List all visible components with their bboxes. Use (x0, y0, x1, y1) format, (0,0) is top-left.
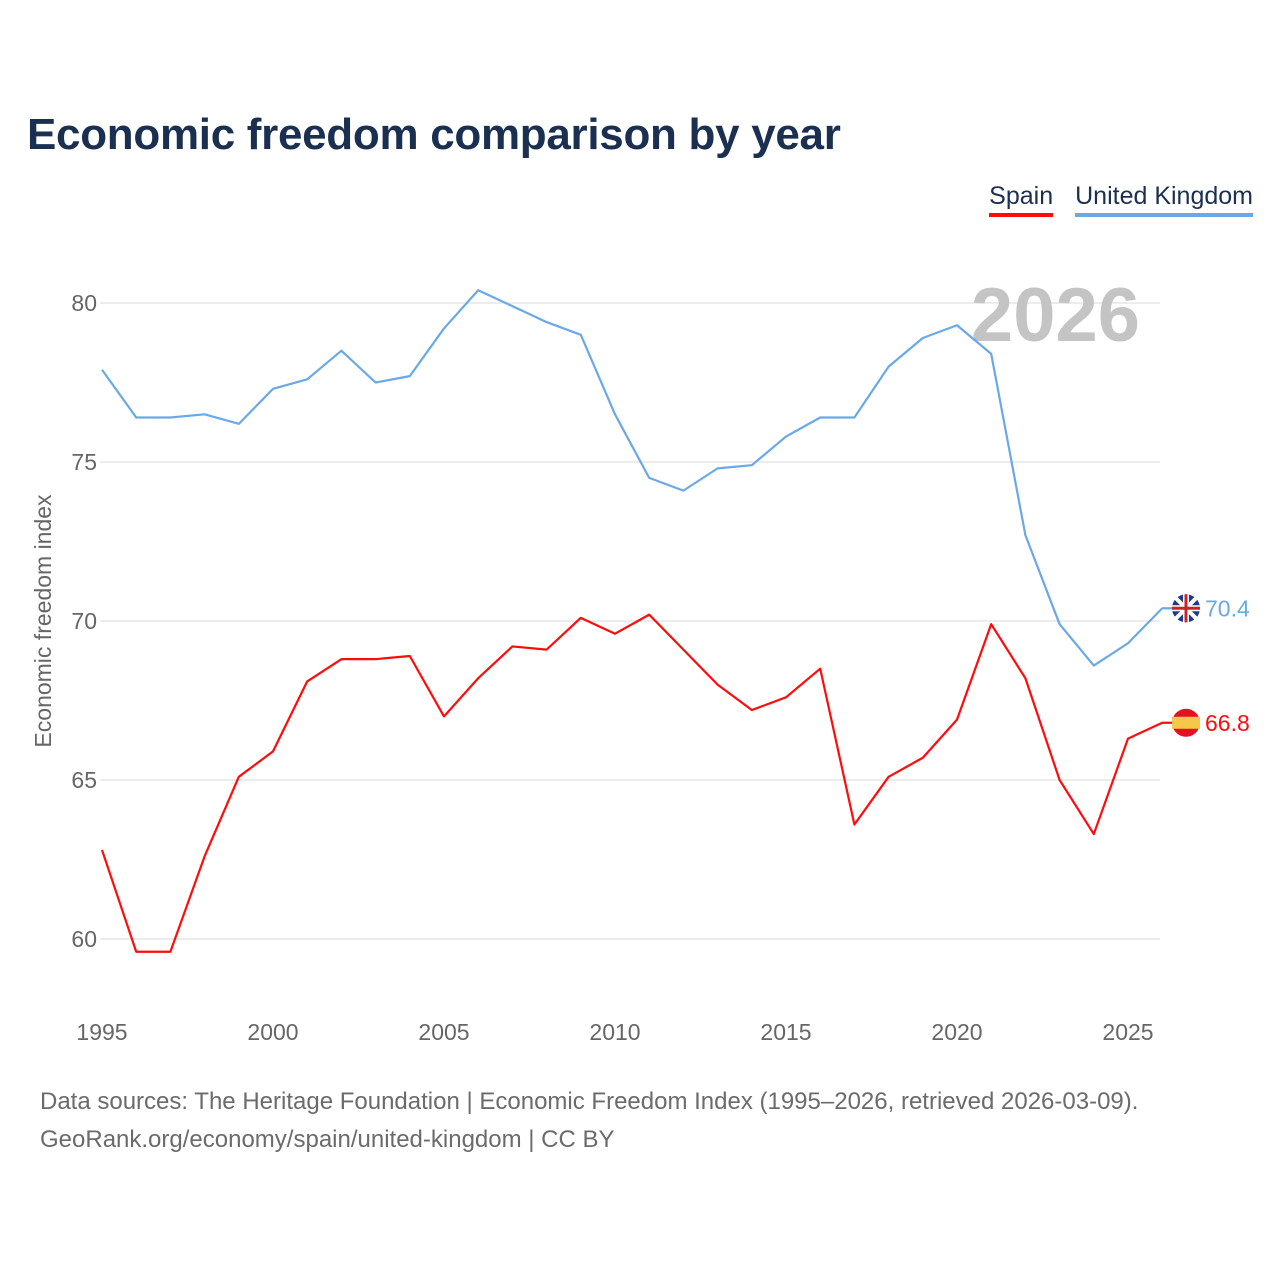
year-watermark: 2026 (971, 273, 1140, 358)
y-tick-label: 70 (71, 608, 97, 634)
legend: Spain United Kingdom (989, 182, 1253, 217)
spain-flag-stripe (1172, 716, 1200, 729)
y-tick-label: 75 (71, 449, 97, 475)
series-line-united-kingdom (101, 289, 1163, 667)
chart-title: Economic freedom comparison by year (27, 110, 841, 159)
footer-credit: GeoRank.org/economy/spain/united-kingdom… (40, 1126, 615, 1153)
legend-spain[interactable]: Spain (989, 182, 1054, 217)
x-tick-label: 2000 (247, 1019, 298, 1045)
series-line-spain (100, 613, 1163, 953)
y-tick-label: 60 (71, 926, 97, 952)
y-tick-label: 80 (71, 290, 97, 316)
end-value-label: 66.8 (1205, 710, 1250, 736)
y-tick-label: 65 (71, 767, 97, 793)
footer-source: Data sources: The Heritage Foundation | … (40, 1088, 1139, 1115)
x-tick-label: 2020 (931, 1019, 982, 1045)
x-tick-label: 1995 (76, 1019, 127, 1045)
legend-united-kingdom[interactable]: United Kingdom (1075, 182, 1253, 217)
x-tick-label: 2005 (418, 1019, 469, 1045)
x-tick-label: 2025 (1102, 1019, 1153, 1045)
x-tick-label: 2015 (760, 1019, 811, 1045)
end-value-label: 70.4 (1205, 595, 1250, 621)
y-axis-label: Economic freedom index (30, 494, 56, 748)
x-tick-label: 2010 (589, 1019, 640, 1045)
